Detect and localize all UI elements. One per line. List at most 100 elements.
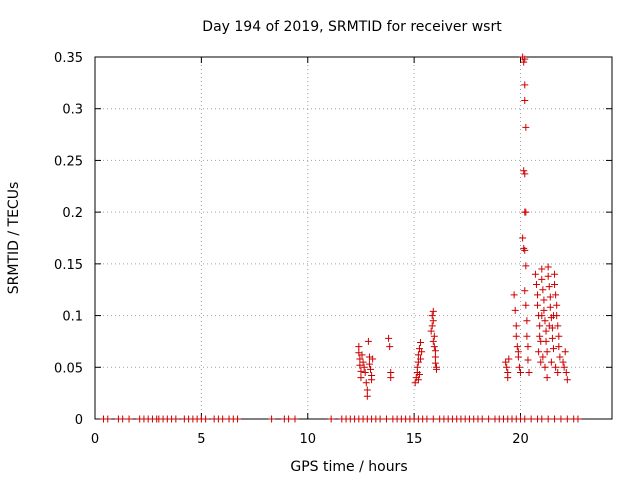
- data-point: [430, 332, 438, 340]
- data-point: [522, 301, 530, 309]
- data-point: [538, 275, 546, 283]
- y-tick-label: 0: [75, 413, 83, 428]
- data-point: [544, 272, 552, 280]
- data-point: [485, 415, 493, 423]
- data-point: [551, 270, 559, 278]
- data-point: [369, 355, 377, 363]
- data-point: [413, 363, 421, 371]
- data-point: [574, 415, 582, 423]
- data-point: [357, 367, 365, 375]
- data-point: [364, 337, 372, 345]
- data-point: [563, 415, 571, 423]
- data-point: [368, 376, 376, 384]
- data-point: [387, 374, 395, 382]
- data-point: [514, 353, 522, 361]
- data-point: [414, 351, 422, 359]
- data-point: [356, 361, 364, 369]
- data-point: [527, 415, 535, 423]
- data-point: [202, 415, 210, 423]
- data-point: [428, 322, 436, 330]
- data-point: [522, 262, 530, 270]
- data-point: [386, 343, 394, 351]
- data-point: [540, 306, 548, 314]
- data-point: [512, 332, 520, 340]
- data-point: [382, 415, 390, 423]
- data-point: [520, 167, 528, 175]
- data-point: [423, 415, 431, 423]
- data-point: [515, 363, 523, 371]
- data-point: [543, 374, 551, 382]
- x-tick-label: 0: [91, 432, 99, 447]
- y-tick-label: 0.15: [54, 258, 83, 273]
- data-point: [539, 353, 547, 361]
- x-tick-label: 5: [197, 432, 205, 447]
- data-point: [563, 376, 571, 384]
- data-point: [219, 415, 227, 423]
- data-point: [536, 322, 544, 330]
- data-points: [100, 53, 582, 423]
- data-point: [521, 55, 529, 63]
- data-point: [546, 293, 554, 301]
- data-point: [534, 301, 542, 309]
- data-point: [357, 374, 365, 382]
- data-point: [523, 332, 531, 340]
- data-point: [428, 312, 436, 320]
- data-point: [542, 337, 550, 345]
- data-point: [562, 368, 570, 376]
- data-point: [553, 301, 561, 309]
- data-point: [557, 415, 565, 423]
- data-point: [172, 415, 180, 423]
- y-tick-label: 0.35: [54, 51, 83, 66]
- data-point: [511, 306, 519, 314]
- data-point: [356, 355, 364, 363]
- data-point: [415, 371, 423, 379]
- data-point: [367, 365, 375, 373]
- x-tick-label: 10: [299, 432, 316, 447]
- data-point: [385, 334, 393, 342]
- data-point: [431, 347, 439, 355]
- data-point: [478, 415, 486, 423]
- data-point: [541, 317, 549, 325]
- data-point: [521, 96, 529, 104]
- data-point: [427, 327, 435, 335]
- data-point: [544, 263, 552, 271]
- data-point: [431, 359, 439, 367]
- data-point: [531, 270, 539, 278]
- data-point: [429, 415, 437, 423]
- data-point: [502, 358, 510, 366]
- data-point: [552, 291, 560, 299]
- data-point: [510, 291, 518, 299]
- chart-title: Day 194 of 2019, SRMTID for receiver wsr…: [202, 19, 502, 35]
- data-point: [521, 246, 529, 254]
- y-tick-label: 0.2: [62, 206, 83, 221]
- data-point: [432, 365, 440, 373]
- data-point: [546, 303, 554, 311]
- data-point: [521, 287, 529, 295]
- data-point: [361, 368, 369, 376]
- data-point: [517, 368, 525, 376]
- data-point: [525, 368, 533, 376]
- data-point: [522, 123, 530, 131]
- data-point: [360, 363, 368, 371]
- data-point: [376, 415, 384, 423]
- data-point: [554, 368, 562, 376]
- data-point: [554, 322, 562, 330]
- data-point: [430, 343, 438, 351]
- y-tick-label: 0.1: [62, 310, 83, 325]
- data-point: [504, 374, 512, 382]
- data-point: [545, 322, 553, 330]
- data-point: [540, 296, 548, 304]
- data-point: [538, 415, 546, 423]
- data-point: [556, 353, 564, 361]
- data-point: [524, 356, 532, 364]
- grid-lines: [95, 57, 612, 419]
- data-point: [363, 386, 371, 394]
- data-point: [549, 312, 557, 320]
- data-point: [362, 379, 370, 387]
- data-point: [535, 348, 543, 356]
- data-point: [555, 343, 563, 351]
- x-axis-label: GPS time / hours: [290, 459, 407, 475]
- data-point: [537, 358, 545, 366]
- data-point: [545, 283, 553, 291]
- data-point: [551, 415, 559, 423]
